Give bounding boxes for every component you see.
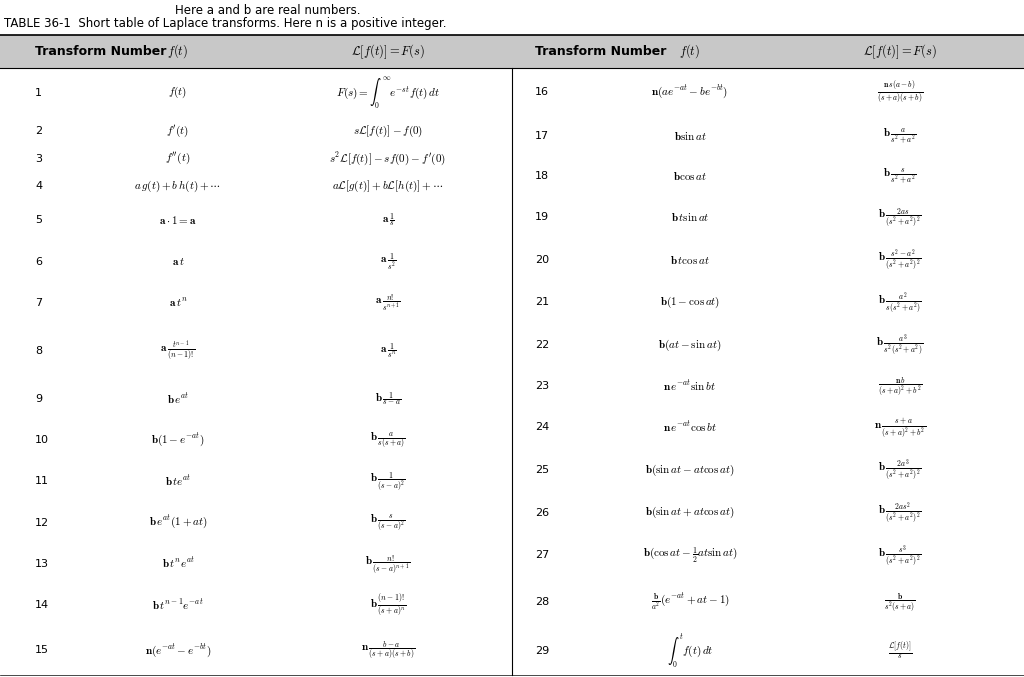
Text: $\mathbf{b}\,t\sin at$: $\mathbf{b}\,t\sin at$ [671,211,710,223]
Text: $\mathbf{b}(\sin at - at\cos at)$: $\mathbf{b}(\sin at - at\cos at)$ [645,462,735,478]
Text: $\mathbf{a}\,\frac{1}{s^n}$: $\mathbf{a}\,\frac{1}{s^n}$ [380,341,396,361]
Text: $\mathbf{b}(1 - e^{-at})$: $\mathbf{b}(1 - e^{-at})$ [152,431,205,449]
Text: $\mathbf{n}(e^{-at} - e^{-bt})$: $\mathbf{n}(e^{-at} - e^{-bt})$ [144,642,211,659]
Text: Here a and b are real numbers.: Here a and b are real numbers. [175,3,360,16]
Text: 11: 11 [35,477,49,486]
Text: Transform Number: Transform Number [35,45,166,58]
Text: 12: 12 [35,517,49,527]
Text: $\mathbf{a}\,\frac{1}{s}$: $\mathbf{a}\,\frac{1}{s}$ [382,212,394,229]
Text: $\mathbf{b}\,te^{at}$: $\mathbf{b}\,te^{at}$ [165,474,191,489]
Text: 17: 17 [535,131,549,141]
Text: $\mathbf{b}\,t^n e^{at}$: $\mathbf{b}\,t^n e^{at}$ [162,556,195,571]
Text: $\mathbf{b}\,\frac{2a^3}{(s^2+a^2)^2}$: $\mathbf{b}\,\frac{2a^3}{(s^2+a^2)^2}$ [879,458,922,482]
Text: 14: 14 [35,600,49,610]
Text: $s^2\mathcal{L}[f(t)] - sf(0) - f'(0)$: $s^2\mathcal{L}[f(t)] - sf(0) - f'(0)$ [330,150,446,167]
Text: 22: 22 [535,340,549,350]
Text: $\mathbf{b}\,\frac{2as^2}{(s^2+a^2)^2}$: $\mathbf{b}\,\frac{2as^2}{(s^2+a^2)^2}$ [879,500,922,525]
Text: $f(t)$: $f(t)$ [680,43,700,60]
Text: $\mathbf{a}\cdot 1 = \mathbf{a}$: $\mathbf{a}\cdot 1 = \mathbf{a}$ [159,215,197,226]
Text: 18: 18 [535,171,549,181]
Text: 15: 15 [35,645,49,655]
Text: $\mathbf{b}\,\frac{n!}{(s-a)^{n+1}}$: $\mathbf{b}\,\frac{n!}{(s-a)^{n+1}}$ [366,553,411,575]
Text: 9: 9 [35,394,42,404]
Text: 8: 8 [35,346,42,356]
Text: 16: 16 [535,87,549,97]
Text: 21: 21 [535,297,549,307]
Text: 23: 23 [535,381,549,391]
Text: $\mathbf{b}(\sin at + at\cos at)$: $\mathbf{b}(\sin at + at\cos at)$ [645,505,735,520]
Text: $\mathbf{n}\,e^{-at}\sin bt$: $\mathbf{n}\,e^{-at}\sin bt$ [664,378,717,394]
Text: $f''(t)$: $f''(t)$ [165,151,190,167]
Text: 1: 1 [35,88,42,97]
Text: $\mathbf{b}\,\frac{s}{s^2+a^2}$: $\mathbf{b}\,\frac{s}{s^2+a^2}$ [883,167,916,185]
Text: $f(t)$: $f(t)$ [168,43,188,60]
Text: $\frac{\mathbf{n}\,s(a-b)}{(s+a)(s+b)}$: $\frac{\mathbf{n}\,s(a-b)}{(s+a)(s+b)}$ [877,79,924,105]
Text: $\frac{\mathbf{n}\,b}{(s+a)^2+b^2}$: $\frac{\mathbf{n}\,b}{(s+a)^2+b^2}$ [878,375,923,397]
Text: $\mathbf{b}\,\frac{(n-1)!}{(s+a)^n}$: $\mathbf{b}\,\frac{(n-1)!}{(s+a)^n}$ [370,592,407,617]
Text: $\mathbf{a}\,\frac{1}{s^2}$: $\mathbf{a}\,\frac{1}{s^2}$ [380,251,396,272]
Text: $\mathcal{L}[f(t)] = F(s)$: $\mathcal{L}[f(t)] = F(s)$ [351,42,425,61]
Text: $\mathbf{b}\,t\cos at$: $\mathbf{b}\,t\cos at$ [670,254,710,265]
Text: $\mathbf{a}\,t^n$: $\mathbf{a}\,t^n$ [169,297,187,309]
Text: 20: 20 [535,255,549,265]
Text: $\mathbf{b}\,\frac{2as}{(s^2+a^2)^2}$: $\mathbf{b}\,\frac{2as}{(s^2+a^2)^2}$ [879,206,922,228]
Text: $\mathbf{b}\,e^{at}$: $\mathbf{b}\,e^{at}$ [167,391,189,407]
Text: $\mathbf{n}\,\frac{s+a}{(s+a)^2+b^2}$: $\mathbf{n}\,\frac{s+a}{(s+a)^2+b^2}$ [873,416,926,439]
Text: $s\mathcal{L}[f(t)] - f(0)$: $s\mathcal{L}[f(t)] - f(0)$ [353,123,423,139]
Text: $f(t)$: $f(t)$ [169,85,187,100]
Text: $\mathcal{L}[f(t)] = F(s)$: $\mathcal{L}[f(t)] = F(s)$ [863,42,937,61]
Text: $\mathbf{b}(at - \sin at)$: $\mathbf{b}(at - \sin at)$ [658,337,722,353]
Text: 19: 19 [535,212,549,222]
Text: $\mathbf{b}(\cos at - \frac{1}{2}at\sin at)$: $\mathbf{b}(\cos at - \frac{1}{2}at\sin … [642,546,737,565]
Text: $f'(t)$: $f'(t)$ [167,123,189,139]
Text: 27: 27 [535,550,549,560]
Text: $\mathbf{b}\,\frac{s}{(s-a)^2}$: $\mathbf{b}\,\frac{s}{(s-a)^2}$ [370,512,406,532]
Text: 5: 5 [35,215,42,225]
Text: $\mathbf{a}\,\frac{n!}{s^{n+1}}$: $\mathbf{a}\,\frac{n!}{s^{n+1}}$ [375,292,401,313]
Text: 3: 3 [35,154,42,164]
Text: $a\,g(t) + b\,h(t) + \cdots$: $a\,g(t) + b\,h(t) + \cdots$ [134,179,221,194]
Text: 4: 4 [35,181,42,191]
Text: $\mathbf{b}\,t^{n-1}e^{-at}$: $\mathbf{b}\,t^{n-1}e^{-at}$ [153,598,204,612]
Text: $F(s) = \int_0^{\infty} e^{-st} f(t)\, dt$: $F(s) = \int_0^{\infty} e^{-st} f(t)\, d… [336,74,440,110]
Text: 26: 26 [535,508,549,518]
Text: $\mathbf{b}\,\frac{1}{(s-a)^2}$: $\mathbf{b}\,\frac{1}{(s-a)^2}$ [370,471,406,492]
Text: $\frac{\mathcal{L}[f(t)]}{s}$: $\frac{\mathcal{L}[f(t)]}{s}$ [888,640,912,662]
Text: $\mathbf{b}\,\frac{1}{s-a}$: $\mathbf{b}\,\frac{1}{s-a}$ [375,390,401,408]
Text: $a\mathcal{L}[g(t)] + b\mathcal{L}[h(t)] + \cdots$: $a\mathcal{L}[g(t)] + b\mathcal{L}[h(t)]… [333,179,443,194]
Text: $\mathbf{a}\,t$: $\mathbf{a}\,t$ [172,256,184,267]
Text: $\frac{\mathbf{b}}{s^2(s+a)}$: $\frac{\mathbf{b}}{s^2(s+a)}$ [884,591,915,613]
Text: $\mathbf{n}(ae^{-at} - be^{-bt})$: $\mathbf{n}(ae^{-at} - be^{-bt})$ [651,83,729,100]
Text: 2: 2 [35,126,42,136]
Text: $\int_0^t f(t)\,dt$: $\int_0^t f(t)\,dt$ [667,632,714,671]
Text: 29: 29 [535,646,549,656]
Text: 6: 6 [35,257,42,267]
Text: $\frac{\mathbf{b}}{a^2}(e^{-at}+at-1)$: $\frac{\mathbf{b}}{a^2}(e^{-at}+at-1)$ [650,591,729,613]
Text: 28: 28 [535,597,549,607]
Text: $\mathbf{b}\,e^{at}(1+at)$: $\mathbf{b}\,e^{at}(1+at)$ [148,514,208,531]
Text: 24: 24 [535,422,549,433]
Text: 7: 7 [35,298,42,308]
Text: $\mathbf{a}\,\frac{t^{n-1}}{(n-1)!}$: $\mathbf{a}\,\frac{t^{n-1}}{(n-1)!}$ [160,339,196,363]
Text: 25: 25 [535,465,549,475]
Text: $\mathbf{b}\,\frac{s^3}{(s^2+a^2)^2}$: $\mathbf{b}\,\frac{s^3}{(s^2+a^2)^2}$ [879,543,922,567]
Bar [0,35,1024,68]
Text: $\mathbf{b}\sin at$: $\mathbf{b}\sin at$ [674,130,707,142]
Text: $\mathbf{n}\,e^{-at}\cos bt$: $\mathbf{n}\,e^{-at}\cos bt$ [663,420,717,435]
Text: $\mathbf{b}\,\frac{a}{s^2+a^2}$: $\mathbf{b}\,\frac{a}{s^2+a^2}$ [883,127,916,145]
Text: $\mathbf{b}\cos at$: $\mathbf{b}\cos at$ [673,170,708,182]
Text: TABLE 36-1  Short table of Laplace transforms. Here n is a positive integer.: TABLE 36-1 Short table of Laplace transf… [4,18,446,30]
Text: $\mathbf{b}\,\frac{a}{s(s+a)}$: $\mathbf{b}\,\frac{a}{s(s+a)}$ [370,431,406,450]
Text: $\mathbf{b}\,\frac{s^2-a^2}{(s^2+a^2)^2}$: $\mathbf{b}\,\frac{s^2-a^2}{(s^2+a^2)^2}… [879,247,922,272]
Text: 13: 13 [35,559,49,569]
Text: $\mathbf{b}\,\frac{a^2}{s(s^2+a^2)}$: $\mathbf{b}\,\frac{a^2}{s(s^2+a^2)}$ [879,290,922,315]
Text: $\mathbf{n}\,\frac{b-a}{(s+a)(s+b)}$: $\mathbf{n}\,\frac{b-a}{(s+a)(s+b)}$ [360,640,415,661]
Text: 10: 10 [35,435,49,445]
Text: $\mathbf{b}\,\frac{a^3}{s^2(s^2+a^2)}$: $\mathbf{b}\,\frac{a^3}{s^2(s^2+a^2)}$ [877,332,924,357]
Text: $\mathbf{b}(1-\cos at)$: $\mathbf{b}(1-\cos at)$ [659,294,720,310]
Text: Transform Number: Transform Number [535,45,667,58]
